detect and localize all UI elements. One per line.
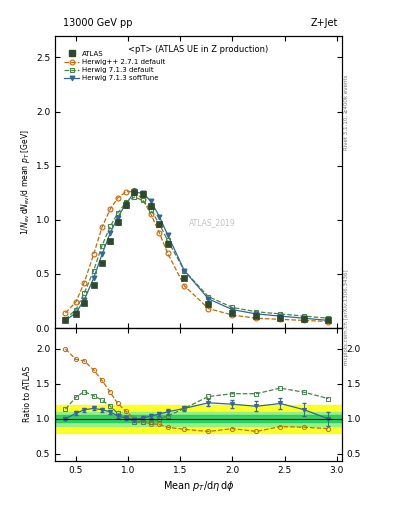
Text: mcplots.cern.ch [arXiv:1306.3436]: mcplots.cern.ch [arXiv:1306.3436] [344,270,349,365]
Y-axis label: $1/N_{\rm ev}\,{\rm d}N_{\rm ev}/{\rm d}$ mean $p_T$ [GeV]: $1/N_{\rm ev}\,{\rm d}N_{\rm ev}/{\rm d}… [18,129,31,235]
Bar [55,415,342,422]
Text: 13000 GeV pp: 13000 GeV pp [63,18,132,28]
X-axis label: Mean $p_T$/d$\eta\,{\rm d}\phi$: Mean $p_T$/d$\eta\,{\rm d}\phi$ [163,479,234,493]
Text: Z+Jet: Z+Jet [310,18,338,28]
Bar [55,412,342,426]
Bar [55,405,342,433]
Text: <pT> (ATLAS UE in Z production): <pT> (ATLAS UE in Z production) [129,45,268,54]
Text: Rivet 3.1.10, ≥400k events: Rivet 3.1.10, ≥400k events [344,75,349,151]
Text: ATLAS_2019: ATLAS_2019 [189,218,236,227]
Legend: ATLAS, Herwig++ 2.7.1 default, Herwig 7.1.3 default, Herwig 7.1.3 softTune: ATLAS, Herwig++ 2.7.1 default, Herwig 7.… [61,48,168,84]
Y-axis label: Ratio to ATLAS: Ratio to ATLAS [23,367,31,422]
